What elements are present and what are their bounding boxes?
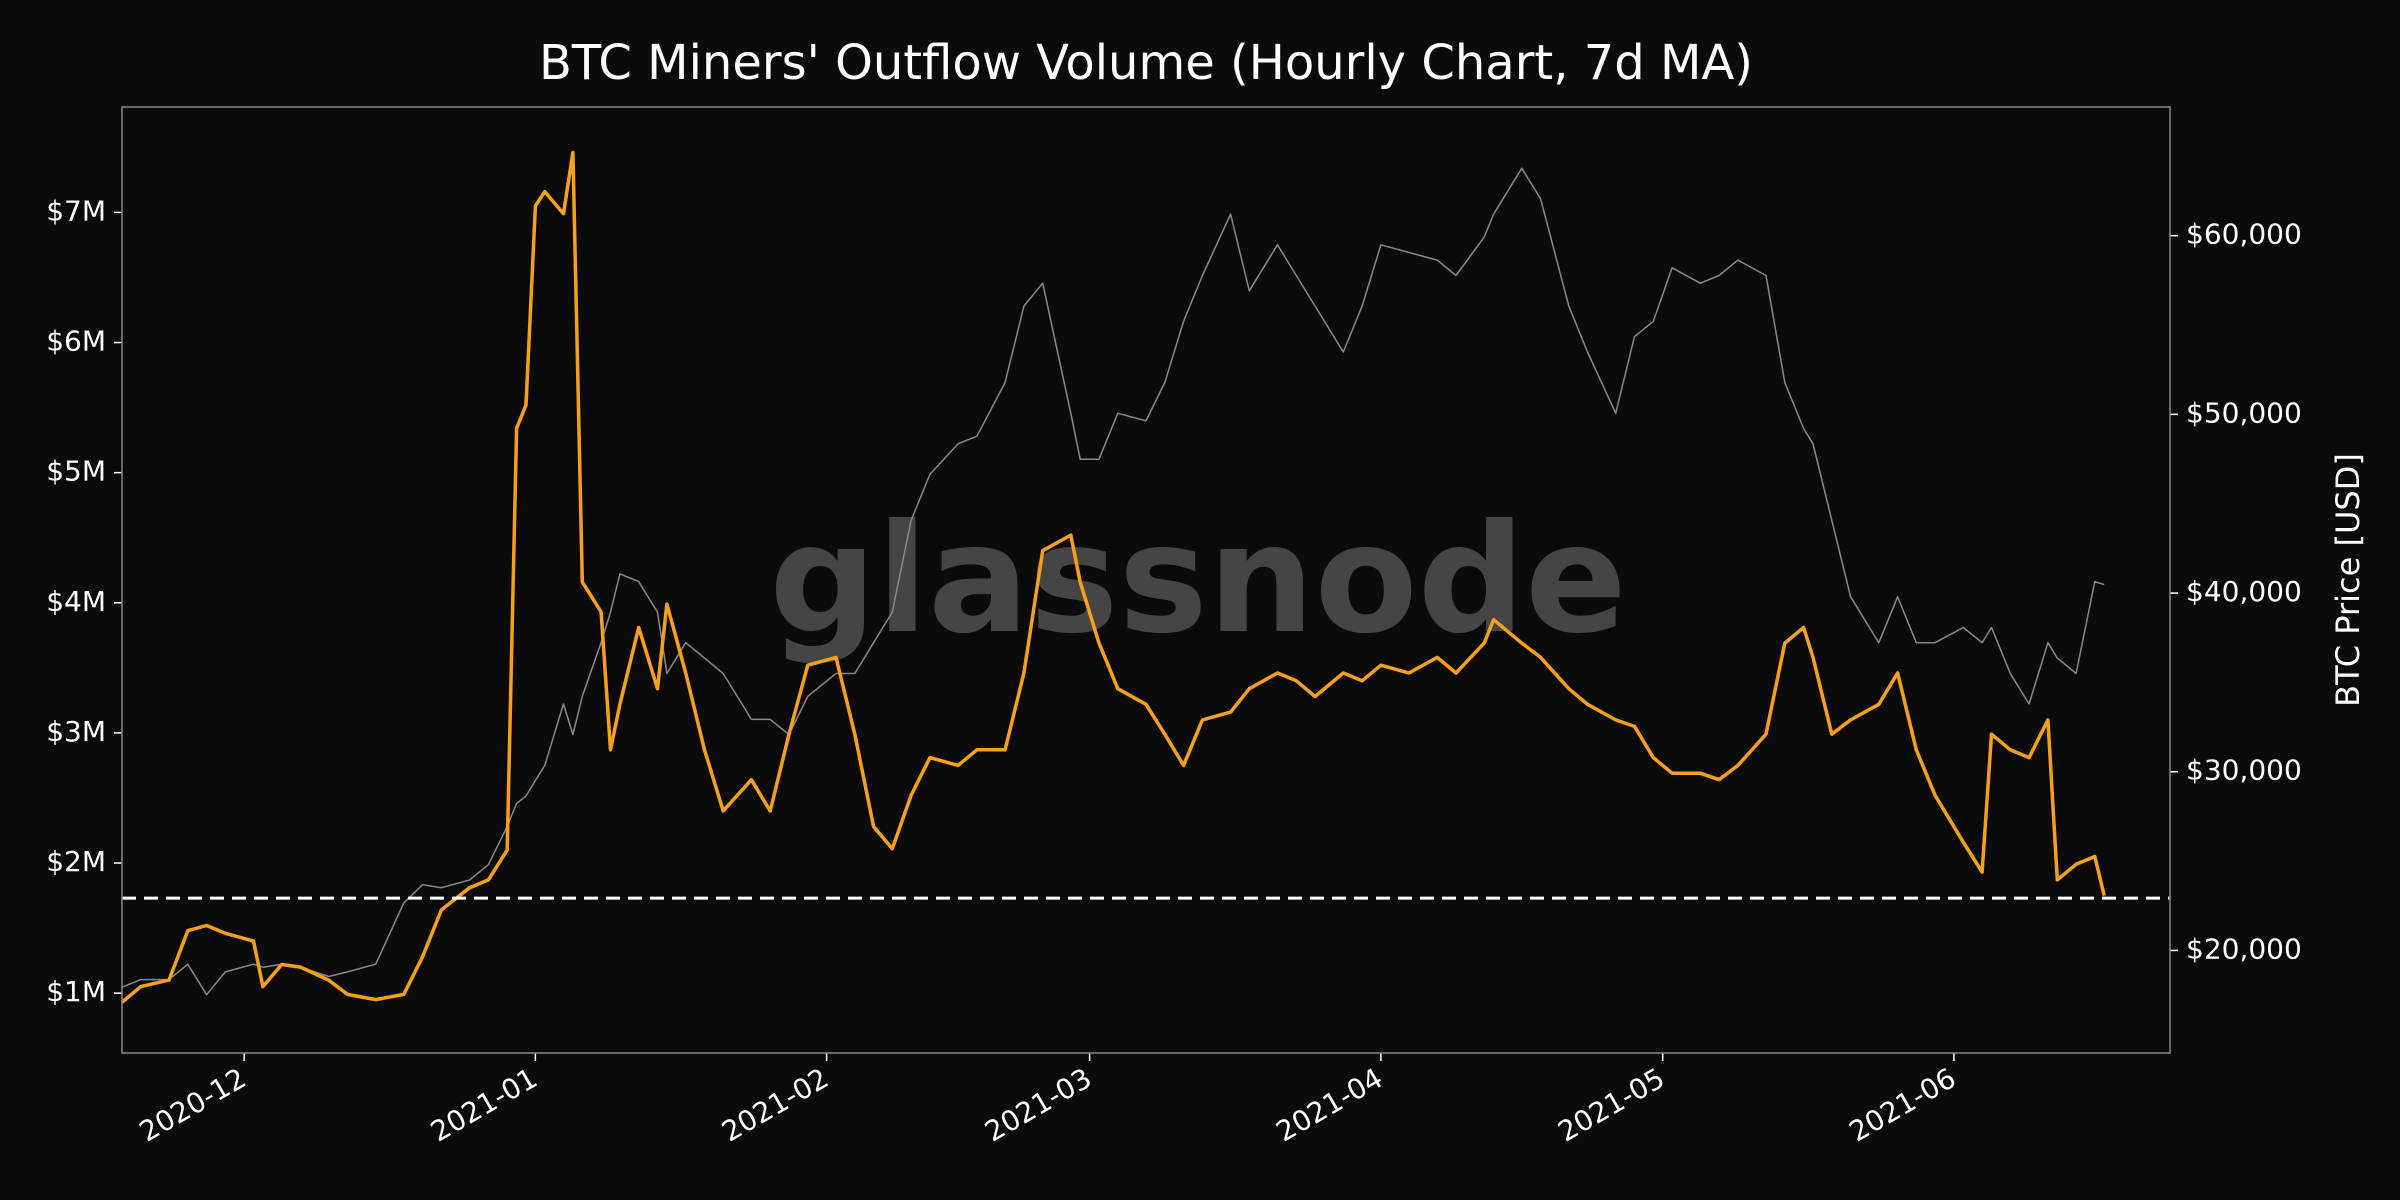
y2-tick-label: $40,000 — [2186, 575, 2302, 608]
y-tick-label: $3M — [46, 715, 106, 748]
series-line — [120, 150, 2106, 1004]
plot-frame — [121, 106, 2171, 1054]
y2-tick-label: $20,000 — [2186, 932, 2302, 965]
y2-tick-label: $30,000 — [2186, 754, 2302, 787]
y-tick-label: $1M — [46, 975, 106, 1008]
y2-axis-label: BTC Price [USD] — [2329, 453, 2367, 707]
y2-tick-label: $50,000 — [2186, 396, 2302, 429]
y-tick-label: $5M — [46, 455, 106, 488]
y-tick-label: $7M — [46, 194, 106, 227]
watermark: glassnode — [769, 493, 1627, 667]
y-tick-label: $2M — [46, 845, 106, 878]
series-line — [121, 167, 2105, 996]
y-tick-label: $6M — [46, 325, 106, 358]
y-tick-label: $4M — [46, 585, 106, 618]
y2-tick-label: $60,000 — [2186, 218, 2302, 251]
chart-title: BTC Miners' Outflow Volume (Hourly Chart… — [539, 35, 1753, 91]
